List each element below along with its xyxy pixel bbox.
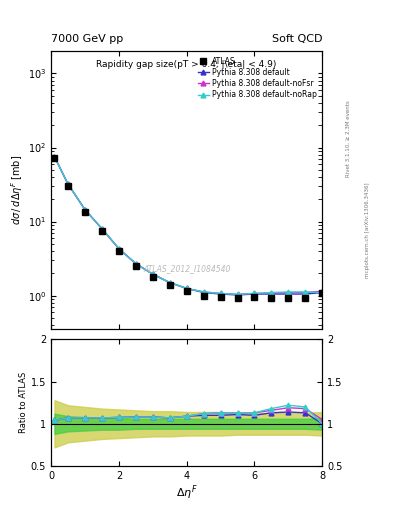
Text: ATLAS_2012_I1084540: ATLAS_2012_I1084540 (143, 264, 230, 273)
Text: Rivet 3.1.10, ≥ 2.3M events: Rivet 3.1.10, ≥ 2.3M events (346, 100, 351, 177)
Text: 7000 GeV pp: 7000 GeV pp (51, 33, 123, 44)
Legend: ATLAS, Pythia 8.308 default, Pythia 8.308 default-noFsr, Pythia 8.308 default-no: ATLAS, Pythia 8.308 default, Pythia 8.30… (196, 55, 318, 101)
Text: mcplots.cern.ch [arXiv:1306.3436]: mcplots.cern.ch [arXiv:1306.3436] (365, 183, 371, 278)
Y-axis label: Ratio to ATLAS: Ratio to ATLAS (19, 372, 28, 433)
X-axis label: $\Delta\eta^{F}$: $\Delta\eta^{F}$ (176, 483, 198, 502)
Text: Rapidity gap size(pT > 0.4, |\eta| < 4.9): Rapidity gap size(pT > 0.4, |\eta| < 4.9… (97, 59, 277, 69)
Y-axis label: $d\sigma\,/\,d\Delta\eta^{F}$ [mb]: $d\sigma\,/\,d\Delta\eta^{F}$ [mb] (9, 155, 25, 225)
Text: Soft QCD: Soft QCD (272, 33, 322, 44)
